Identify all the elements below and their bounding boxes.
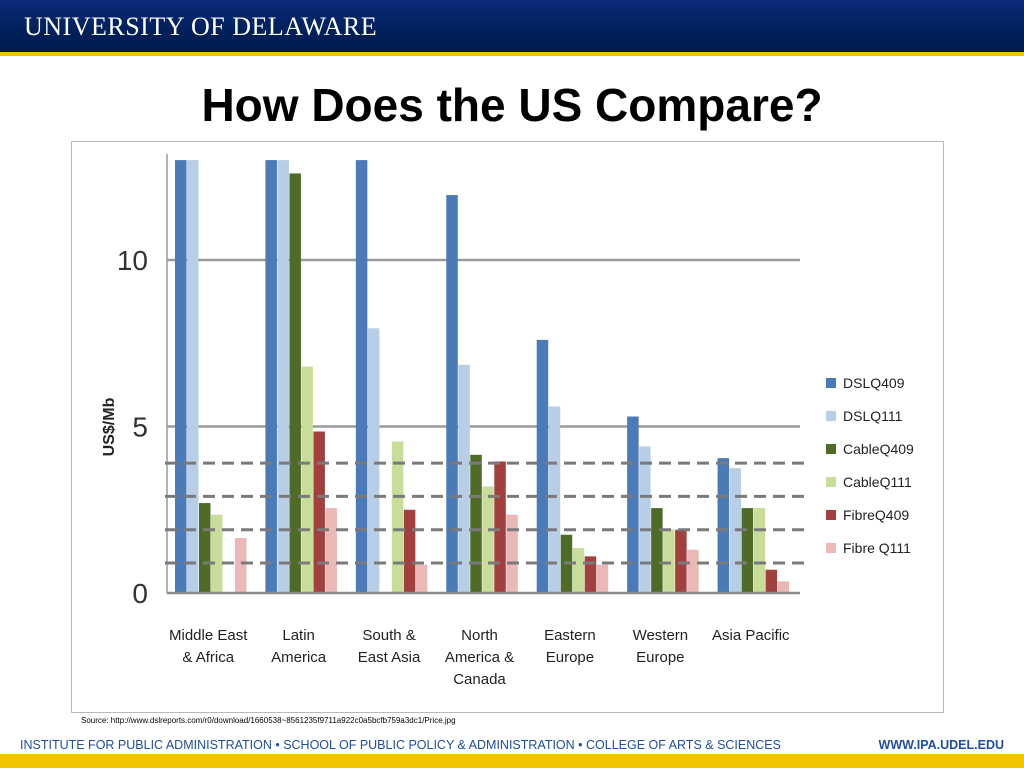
y-tick-label: 10 bbox=[117, 245, 148, 276]
x-category-label: Western Europe bbox=[633, 627, 689, 666]
bar-cableq409 bbox=[651, 508, 663, 593]
bar-cableq111 bbox=[482, 486, 494, 593]
bar-fibreq409 bbox=[494, 461, 506, 593]
footer-gold-rule bbox=[0, 754, 1024, 768]
bar-cableq409 bbox=[741, 508, 754, 593]
bar-fibre-q111 bbox=[687, 549, 699, 593]
bar-fibre-q111 bbox=[506, 514, 518, 593]
y-axis-label: US$/Mb bbox=[101, 397, 118, 456]
footer-website-link[interactable]: WWW.IPA.UDEL.EDU bbox=[878, 738, 1004, 752]
bar-cableq409 bbox=[289, 173, 301, 594]
source-citation: Source: http://www.dslreports.com/r0/dow… bbox=[81, 716, 456, 725]
legend-label: FibreQ409 bbox=[843, 507, 909, 523]
bar-fibreq409 bbox=[403, 509, 416, 593]
bar-fibre-q111 bbox=[415, 564, 428, 593]
slide-title: How Does the US Compare? bbox=[201, 79, 823, 131]
bar-dslq111 bbox=[548, 406, 561, 593]
legend-label: DSLQ111 bbox=[843, 408, 903, 424]
header-bar: UNIVERSITY OF DELAWARE bbox=[0, 0, 1024, 52]
bar-dslq409 bbox=[627, 416, 639, 593]
legend-label: DSLQ409 bbox=[843, 375, 905, 391]
bar-dslq409 bbox=[355, 160, 368, 593]
bar-dslq111 bbox=[277, 160, 289, 593]
bar-dslq409 bbox=[536, 339, 549, 593]
bar-cableq111 bbox=[391, 441, 404, 593]
footer-affiliations: INSTITUTE FOR PUBLIC ADMINISTRATION • SC… bbox=[20, 738, 781, 752]
bar-fibreq409 bbox=[765, 569, 778, 593]
x-category-label: Eastern Europe bbox=[544, 627, 596, 666]
bar-cableq111 bbox=[753, 508, 766, 593]
y-tick-label: 5 bbox=[132, 412, 148, 443]
x-category-label: Asia Pacific bbox=[712, 627, 790, 644]
bar-dslq409 bbox=[265, 160, 277, 593]
bar-dslq409 bbox=[717, 458, 730, 593]
legend-swatch bbox=[826, 543, 836, 553]
x-category-label: South & East Asia bbox=[358, 627, 421, 666]
bar-dslq409 bbox=[175, 160, 187, 593]
legend-swatch bbox=[826, 477, 836, 487]
bar-dslq111 bbox=[458, 364, 470, 593]
x-category-label: Middle East & Africa bbox=[169, 627, 248, 666]
bar-dslq111 bbox=[367, 328, 380, 593]
bar-fibre-q111 bbox=[777, 581, 790, 593]
x-category-label: Latin America bbox=[271, 627, 327, 666]
chart-frame: 0 5 10 US$/Mb Middle East & Africa Latin Americ… bbox=[71, 141, 944, 713]
bar-cableq111 bbox=[301, 366, 313, 593]
legend-swatch bbox=[826, 411, 836, 421]
bar-fibreq409 bbox=[584, 556, 597, 593]
header-gold-rule bbox=[0, 52, 1024, 56]
legend-swatch bbox=[826, 510, 836, 520]
bar-fibre-q111 bbox=[235, 538, 247, 593]
y-tick-label: 0 bbox=[132, 578, 148, 609]
legend-label: Fibre Q111 bbox=[843, 540, 911, 556]
bar-dslq409 bbox=[446, 195, 458, 593]
bar-cableq111 bbox=[211, 514, 223, 593]
legend-label: CableQ409 bbox=[843, 441, 914, 457]
bar-dslq111 bbox=[187, 160, 199, 593]
bar-cableq111 bbox=[663, 529, 675, 593]
bar-dslq111 bbox=[639, 446, 651, 593]
bar-fibre-q111 bbox=[325, 508, 337, 593]
bar-cableq409 bbox=[470, 454, 482, 593]
bar-cableq111 bbox=[572, 548, 585, 593]
bar-chart: 0 5 10 US$/Mb Middle East & Africa Latin Americ… bbox=[101, 154, 914, 688]
bar-fibre-q111 bbox=[596, 564, 609, 593]
legend-swatch bbox=[826, 444, 836, 454]
university-logo: UNIVERSITY OF DELAWARE bbox=[24, 12, 378, 41]
footer-bar: INSTITUTE FOR PUBLIC ADMINISTRATION • SC… bbox=[0, 734, 1024, 754]
bar-fibreq409 bbox=[675, 529, 687, 593]
x-category-label: North America & Canada bbox=[445, 627, 514, 688]
legend-label: CableQ111 bbox=[843, 474, 912, 490]
bar-fibreq409 bbox=[313, 431, 325, 593]
legend-swatch bbox=[826, 378, 836, 388]
bar-cableq409 bbox=[199, 503, 211, 593]
